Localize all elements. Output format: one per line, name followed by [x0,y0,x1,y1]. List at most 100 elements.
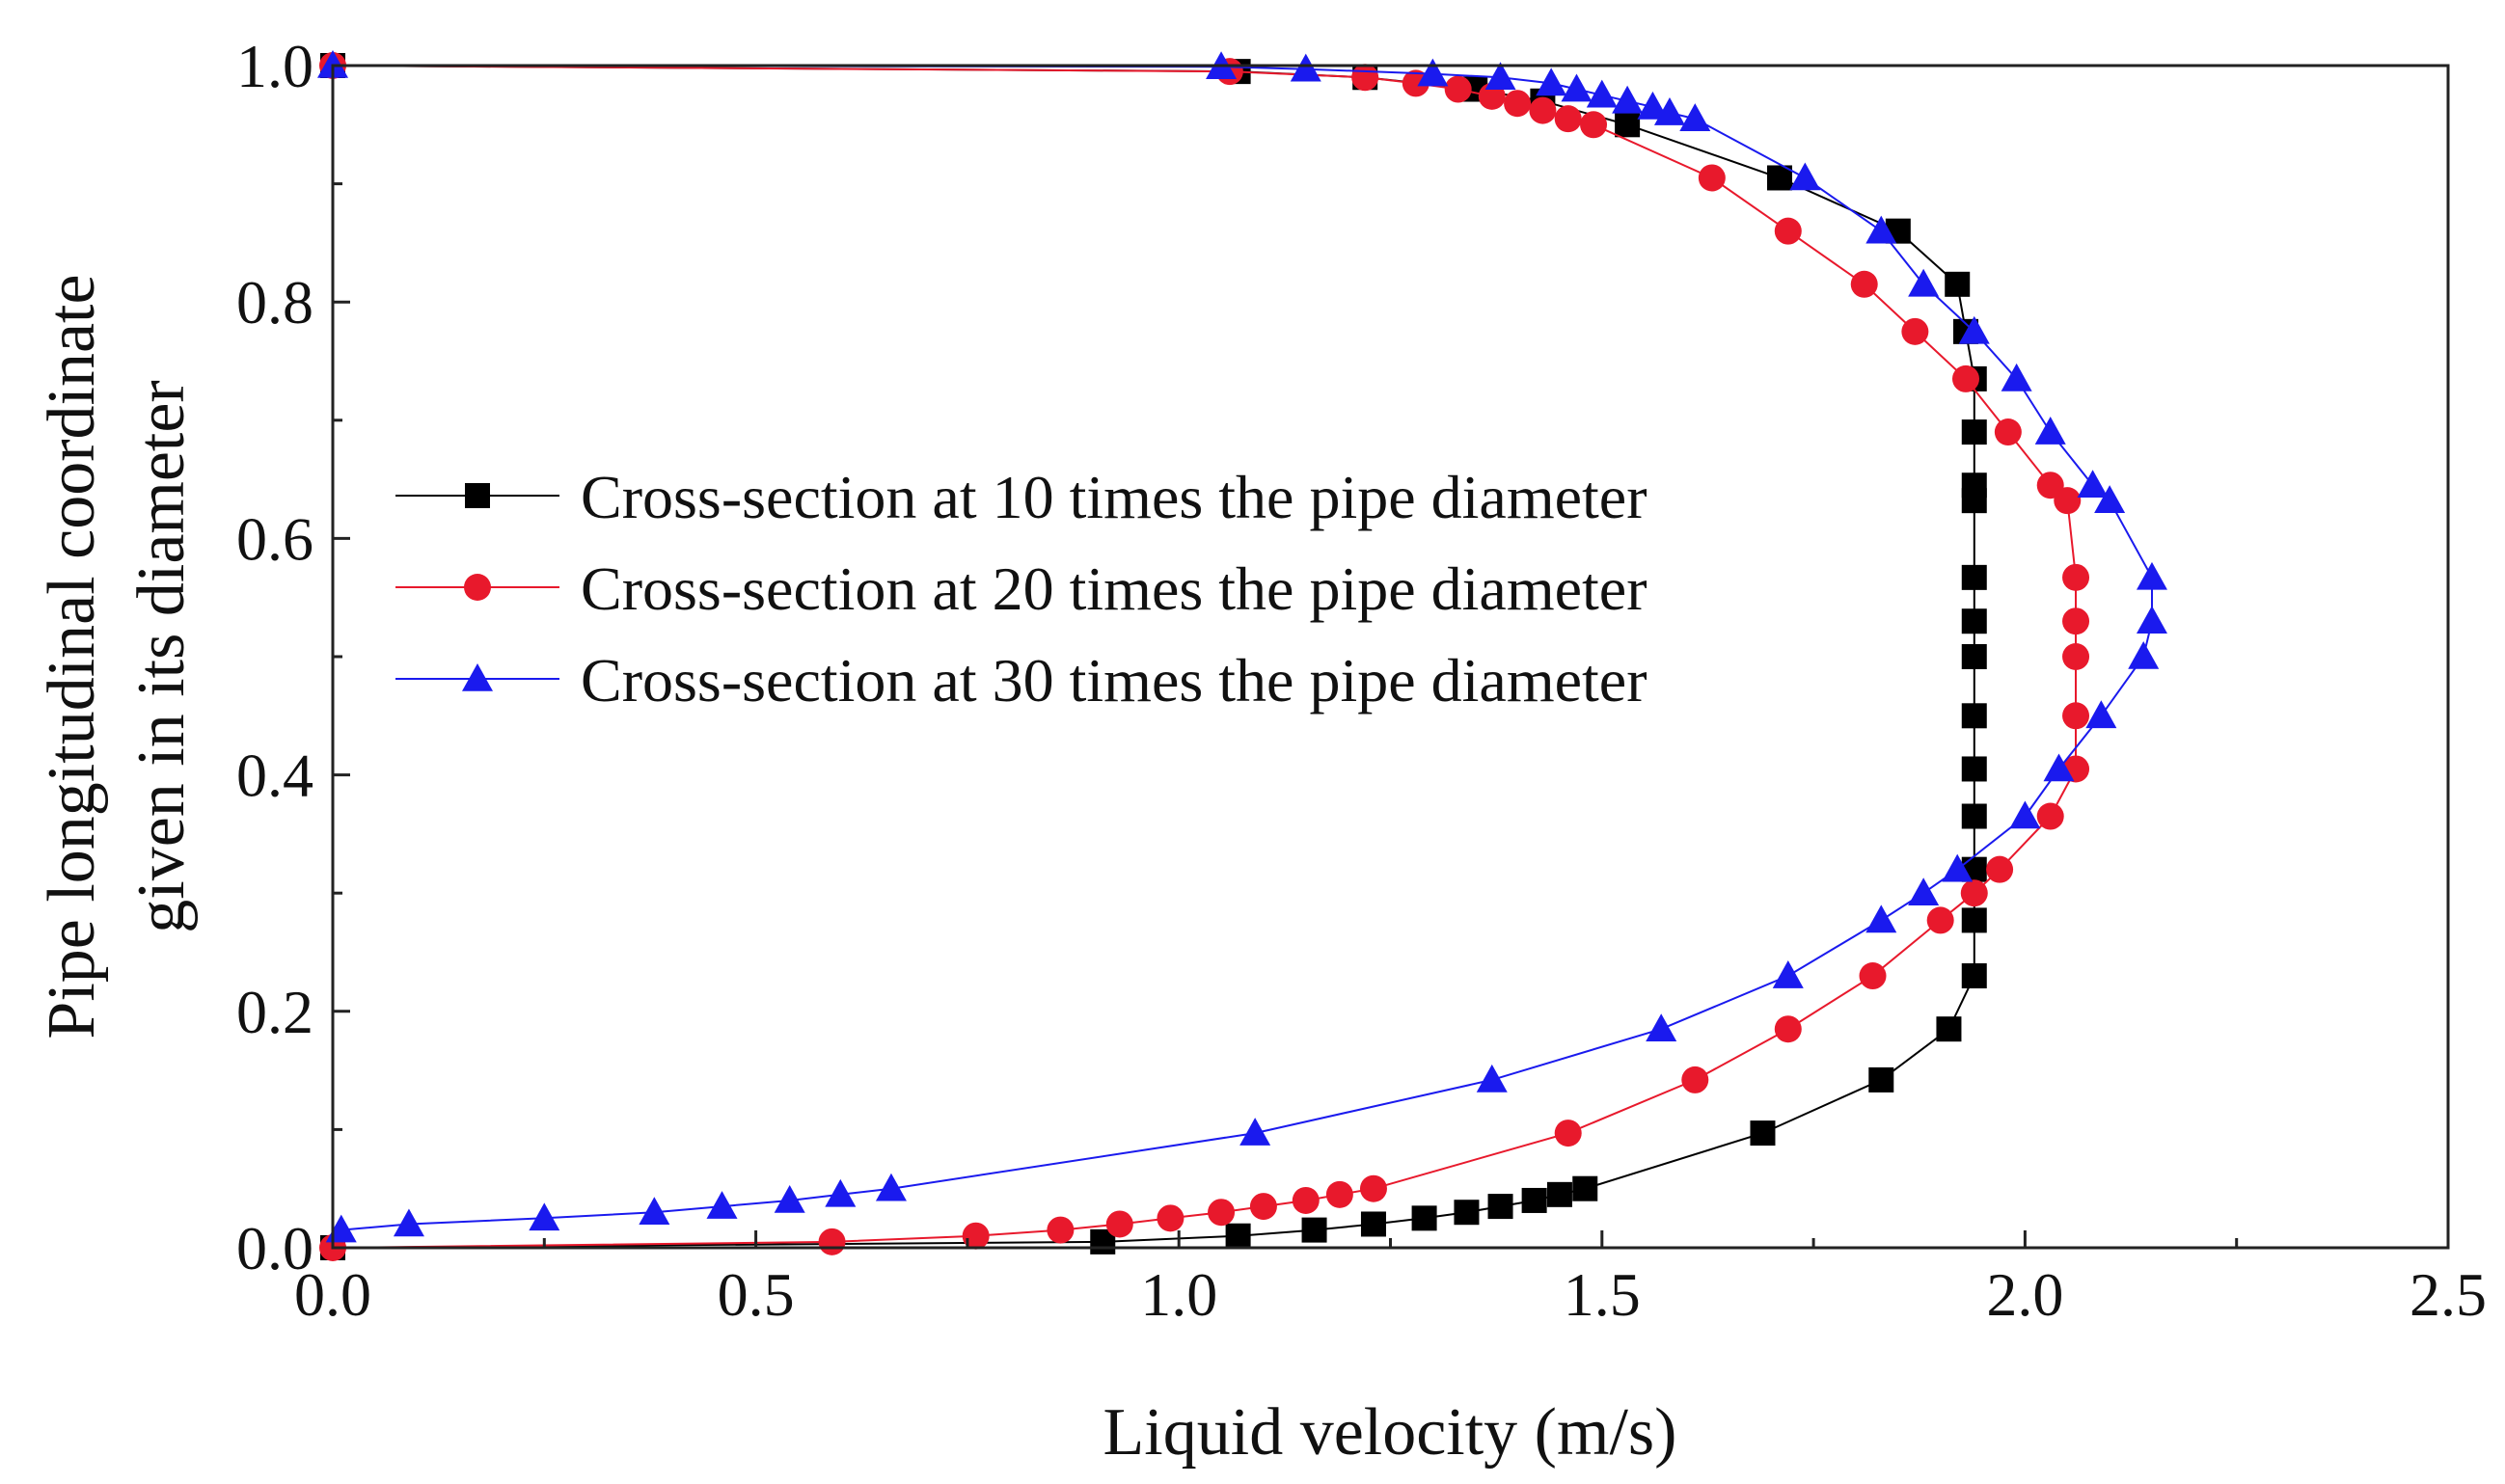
series-2-point [962,1222,990,1250]
series-2-point [1249,1193,1277,1221]
y-axis-label-line1: Pipe longitudinal coordinate [35,274,109,1039]
x-tick-label: 0.5 [718,1260,795,1329]
series-3-point [1484,62,1516,91]
series-2-point [1580,111,1608,139]
legend-label: Cross-section at 10 times the pipe diame… [581,463,1647,531]
series-3-point [2009,800,2041,829]
series-1-point [1961,564,1987,590]
x-tick-label: 1.0 [1140,1260,1217,1329]
series-1-point [1945,271,1971,297]
series-1-point [1225,1223,1251,1249]
series-2-point [1774,217,1802,245]
series-2-point [2062,643,2090,670]
x-axis-label: Liquid velocity (m/s) [1103,1395,1677,1470]
series-3-point [2034,417,2066,445]
series-2-point [1047,1216,1075,1244]
series-3-point [1646,1013,1677,1041]
series-2-point [1325,1180,1353,1208]
series-2-point [1504,90,1532,118]
series-2-point [1402,69,1429,97]
series-3 [317,50,2167,1243]
series-2-point [1359,1174,1387,1202]
series-3-point [1865,215,1897,244]
series-layer [317,50,2167,1261]
series-3-point [317,50,348,78]
series-3-point [639,1197,670,1226]
series-3-point [1476,1064,1508,1093]
legend-marker [465,483,490,508]
series-3-point [2001,363,2032,391]
series-3-point [1561,73,1593,102]
y-tick-label: 0.8 [236,268,313,337]
series-2-point [1850,270,1878,298]
legend-marker [462,663,493,691]
series-3-point [1536,67,1567,96]
series-1-point [1360,1211,1386,1237]
series-1-point [1961,608,1987,634]
series-3-point [1239,1118,1271,1146]
series-2-point [2036,802,2064,830]
series-2-point [1554,1120,1582,1147]
series-2-point [1901,317,1929,345]
series-3-point [1942,853,1974,882]
series-3-point [706,1191,738,1219]
series-3-point [1637,91,1669,120]
x-tick-label: 2.5 [2410,1260,2487,1329]
y-tick-label: 1.0 [236,32,313,100]
series-2-point [1698,164,1726,192]
series-3-point [2136,561,2167,590]
series-3-point [1789,162,1821,191]
series-3-point [2085,700,2117,729]
series-1-point [1961,419,1987,445]
x-tick-label: 2.0 [1986,1260,2063,1329]
series-1-point [1411,1205,1437,1231]
series-1-point [1615,112,1641,138]
series-2-point [1859,962,1887,990]
series-2-point [1951,364,1979,392]
series-2-point [1986,855,2014,883]
series-2-point [1444,75,1472,103]
series-3-point [2094,485,2126,513]
series-3-point [2128,641,2160,669]
series-3-point [529,1202,560,1231]
series-1-point [1454,1200,1480,1226]
series-1-point [1961,803,1987,829]
series-1-point [1961,907,1987,933]
series-1-point [1750,1120,1776,1147]
series-3-point [774,1184,805,1213]
y-tick-label: 0.6 [236,504,313,573]
legend-marker [464,574,491,601]
series-2-point [1105,1210,1133,1238]
series-2-point [1994,418,2022,446]
series-2-point [1292,1186,1320,1214]
series-3-point [1679,103,1711,131]
series-2-point [1529,96,1557,124]
series-1-point [1961,963,1987,989]
series-1-point [1521,1187,1547,1213]
series-2-point [1208,1199,1236,1227]
series-2-point [1681,1066,1709,1093]
series-3-point [2077,470,2109,499]
series-1-point [1961,472,1987,499]
series-2-point [2036,472,2064,499]
series-3-point [2043,753,2075,782]
series-2 [319,52,2090,1261]
series-3-point [825,1178,857,1207]
series-1-point [1487,1194,1513,1220]
legend: Cross-section at 10 times the pipe diame… [395,463,1647,715]
legend-item-2: Cross-section at 20 times the pipe diame… [395,554,1647,623]
legend-item-3: Cross-section at 30 times the pipe diame… [395,646,1647,715]
y-tick-label: 0.0 [236,1214,313,1282]
legend-label: Cross-section at 30 times the pipe diame… [581,646,1647,715]
series-3-point [1586,79,1618,108]
y-tick-label: 0.4 [236,742,313,810]
series-1-point [1961,644,1987,669]
series-1-point [1961,703,1987,729]
series-3-point [2136,606,2167,634]
y-axis-label-line2: given in its diameter [124,380,199,932]
series-2-point [2062,702,2090,730]
series-1-point [1936,1016,1962,1042]
series-1-point [1868,1066,1894,1093]
